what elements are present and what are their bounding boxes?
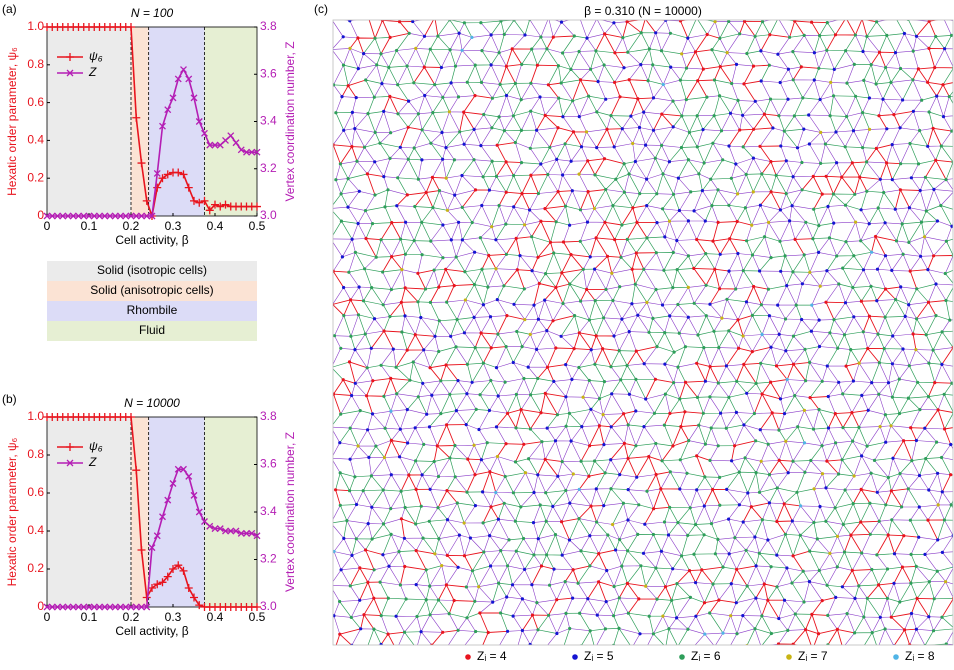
legend-label: Zᵢ = 6 <box>691 649 721 663</box>
y2-tick-label: 3.4 <box>260 504 277 518</box>
y2-tick-label: 3.8 <box>260 19 277 33</box>
legend-dot <box>572 654 578 660</box>
x-tick-label: 0.1 <box>81 610 98 624</box>
y2-tick-label: 3.4 <box>260 114 277 128</box>
y-tick-label: 0.4 <box>27 523 44 537</box>
y-tick-label: 0.2 <box>27 561 44 575</box>
y-tick-label: 0 <box>37 208 44 222</box>
phase-legend-label: Solid (anisotropic cells) <box>90 283 213 297</box>
y2-tick-label: 3.8 <box>260 409 277 423</box>
legend-label: Zᵢ = 4 <box>477 649 507 663</box>
phase-legend-label: Solid (isotropic cells) <box>97 263 207 277</box>
y-axis-label: Hexatic order parameter, ψ₆ <box>5 437 19 586</box>
phase-region <box>149 417 205 607</box>
phase-legend-label: Fluid <box>139 323 165 337</box>
y2-tick-label: 3.6 <box>260 66 277 80</box>
phase-region <box>131 27 149 216</box>
chart-title: N = 10000 <box>124 396 180 410</box>
x-tick-label: 0.2 <box>123 610 140 624</box>
phase-legend-label: Rhombile <box>127 303 178 317</box>
legend-label: Zᵢ = 5 <box>584 649 614 663</box>
chart-title: N = 100 <box>131 6 174 20</box>
y2-tick-label: 3.2 <box>260 552 277 566</box>
x-tick-label: 0.3 <box>165 219 182 233</box>
panel-label: (c) <box>314 2 328 16</box>
x-tick-label: 0.3 <box>165 610 182 624</box>
y-tick-label: 0.6 <box>27 485 44 499</box>
y-tick-label: 1.0 <box>27 19 44 33</box>
network-image <box>329 15 954 651</box>
y-tick-label: 0.4 <box>27 133 44 147</box>
x-axis-label: Cell activity, β <box>115 624 188 638</box>
network-edges <box>330 17 954 650</box>
legend-label: Z <box>88 455 97 469</box>
x-axis-label: Cell activity, β <box>115 233 188 247</box>
legend-label: Zᵢ = 8 <box>905 649 935 663</box>
y2-axis-label: Vertex coordination number, Z <box>283 432 297 592</box>
x-tick-label: 0 <box>44 219 51 233</box>
phase-region <box>205 27 258 216</box>
legend-label: ψ₆ <box>89 439 103 453</box>
legend-label: Z <box>88 65 97 79</box>
x-tick-label: 0.2 <box>123 219 140 233</box>
y2-tick-label: 3.0 <box>260 599 277 613</box>
phase-region <box>205 417 258 607</box>
y2-tick-label: 3.2 <box>260 161 277 175</box>
legend-dot <box>893 654 899 660</box>
y-tick-label: 0.6 <box>27 95 44 109</box>
y-tick-label: 0.2 <box>27 170 44 184</box>
network-title: β = 0.310 (N = 10000) <box>584 4 702 18</box>
y-tick-label: 0 <box>37 599 44 613</box>
legend-dot <box>786 654 792 660</box>
x-tick-label: 0.1 <box>81 219 98 233</box>
panel-label: (a) <box>2 2 17 16</box>
x-tick-label: 0 <box>44 610 51 624</box>
legend-dot <box>465 654 471 660</box>
y2-axis-label: Vertex coordination number, Z <box>283 41 297 201</box>
x-tick-label: 0.4 <box>207 610 224 624</box>
y2-tick-label: 3.6 <box>260 457 277 471</box>
y-tick-label: 0.8 <box>27 447 44 461</box>
legend-label: Zᵢ = 7 <box>798 649 828 663</box>
y-axis-label: Hexatic order parameter, ψ₆ <box>5 47 19 196</box>
panel-label: (b) <box>2 392 17 406</box>
y-tick-label: 0.8 <box>27 57 44 71</box>
legend-dot <box>679 654 685 660</box>
x-tick-label: 0.4 <box>207 219 224 233</box>
y2-tick-label: 3.0 <box>260 208 277 222</box>
y-tick-label: 1.0 <box>27 409 44 423</box>
legend-label: ψ₆ <box>89 49 103 63</box>
